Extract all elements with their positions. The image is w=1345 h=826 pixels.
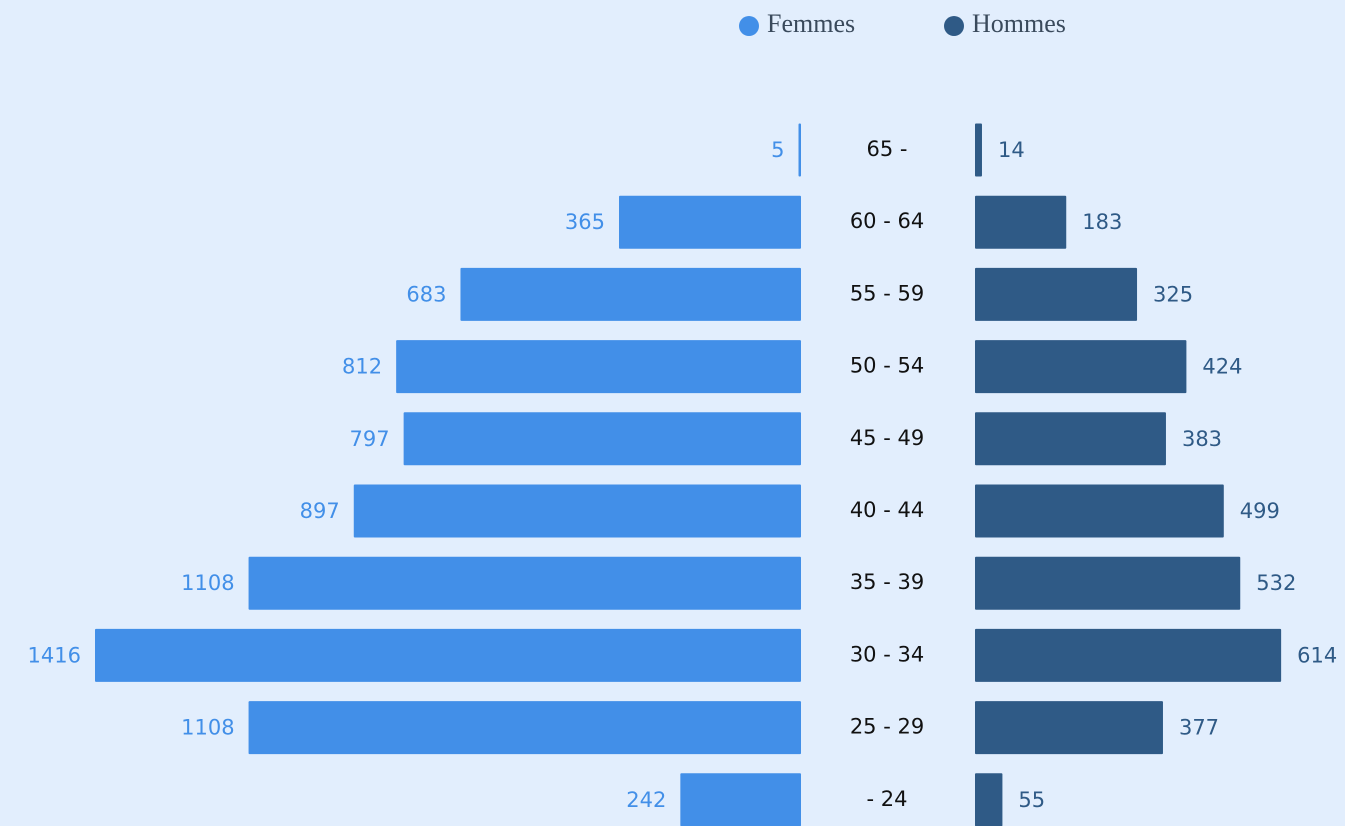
value-label: 14 <box>998 138 1025 162</box>
bar <box>396 340 801 394</box>
bar <box>975 556 1241 610</box>
value-label: 325 <box>1153 282 1193 306</box>
bar <box>975 412 1166 466</box>
category-label: 50 - 54 <box>850 354 924 378</box>
bar <box>248 556 802 610</box>
bar <box>460 267 801 321</box>
legend-swatch <box>739 16 759 36</box>
legend-swatch <box>944 16 964 36</box>
bar <box>798 123 801 177</box>
value-label: 1416 <box>28 643 81 667</box>
category-label: 40 - 44 <box>850 498 924 522</box>
bar <box>975 701 1163 755</box>
value-label: 1108 <box>181 571 234 595</box>
bar <box>248 701 802 755</box>
bar <box>975 484 1224 538</box>
value-label: 499 <box>1240 499 1280 523</box>
value-label: 5 <box>771 138 784 162</box>
bar <box>975 267 1138 321</box>
legend-label: Femmes <box>767 9 855 38</box>
category-label: 60 - 64 <box>850 209 924 233</box>
bar <box>975 773 1003 826</box>
bar <box>353 484 801 538</box>
category-label: - 24 <box>867 787 908 811</box>
category-label: 65 - <box>867 137 908 161</box>
bar <box>95 628 801 682</box>
value-label: 424 <box>1202 355 1242 379</box>
legend-label: Hommes <box>972 9 1066 38</box>
value-label: 897 <box>300 499 340 523</box>
value-label: 242 <box>626 788 666 812</box>
category-label: 45 - 49 <box>850 426 924 450</box>
category-label: 35 - 39 <box>850 570 924 594</box>
bar <box>680 773 801 826</box>
value-label: 683 <box>406 282 446 306</box>
value-label: 812 <box>342 355 382 379</box>
category-label: 55 - 59 <box>850 281 924 305</box>
value-label: 797 <box>350 427 390 451</box>
value-label: 383 <box>1182 427 1222 451</box>
value-label: 365 <box>565 210 605 234</box>
value-label: 183 <box>1082 210 1122 234</box>
bar <box>975 123 982 177</box>
category-label: 30 - 34 <box>850 642 924 666</box>
value-label: 377 <box>1179 716 1219 740</box>
bar <box>975 195 1067 249</box>
value-label: 532 <box>1256 571 1296 595</box>
value-label: 1108 <box>181 716 234 740</box>
bar <box>975 628 1282 682</box>
bar <box>975 340 1187 394</box>
bar <box>403 412 801 466</box>
value-label: 614 <box>1297 643 1337 667</box>
value-label: 55 <box>1018 788 1045 812</box>
category-label: 25 - 29 <box>850 715 924 739</box>
bar <box>619 195 801 249</box>
